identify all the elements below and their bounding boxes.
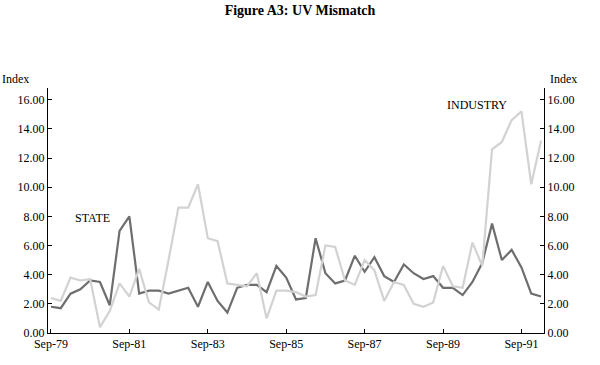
- svg-text:2.00: 2.00: [24, 297, 45, 311]
- svg-text:4.00: 4.00: [24, 268, 45, 282]
- svg-text:0.00: 0.00: [547, 326, 568, 340]
- svg-text:0.00: 0.00: [24, 326, 45, 340]
- svg-text:Figure A3: UV Mismatch: Figure A3: UV Mismatch: [225, 3, 376, 18]
- svg-text:Index: Index: [550, 72, 577, 86]
- svg-text:8.00: 8.00: [547, 210, 568, 224]
- svg-text:STATE: STATE: [75, 211, 110, 225]
- svg-text:12.00: 12.00: [547, 151, 574, 165]
- svg-text:4.00: 4.00: [547, 268, 568, 282]
- svg-text:Sep-91: Sep-91: [504, 337, 538, 351]
- svg-text:Sep-83: Sep-83: [191, 337, 225, 351]
- svg-text:16.00: 16.00: [18, 93, 45, 107]
- svg-text:16.00: 16.00: [547, 93, 574, 107]
- svg-text:INDUSTRY: INDUSTRY: [447, 98, 507, 112]
- svg-text:10.00: 10.00: [18, 180, 45, 194]
- svg-text:Sep-81: Sep-81: [112, 337, 146, 351]
- svg-text:2.00: 2.00: [547, 297, 568, 311]
- svg-text:8.00: 8.00: [24, 210, 45, 224]
- svg-text:6.00: 6.00: [24, 239, 45, 253]
- svg-text:Sep-87: Sep-87: [348, 337, 382, 351]
- svg-text:14.00: 14.00: [547, 122, 574, 136]
- svg-text:Sep-85: Sep-85: [269, 337, 303, 351]
- svg-text:Index: Index: [2, 72, 29, 86]
- svg-text:12.00: 12.00: [18, 151, 45, 165]
- svg-text:14.00: 14.00: [18, 122, 45, 136]
- svg-text:10.00: 10.00: [547, 180, 574, 194]
- svg-text:Sep-89: Sep-89: [426, 337, 460, 351]
- svg-text:6.00: 6.00: [547, 239, 568, 253]
- svg-text:Sep-79: Sep-79: [34, 337, 68, 351]
